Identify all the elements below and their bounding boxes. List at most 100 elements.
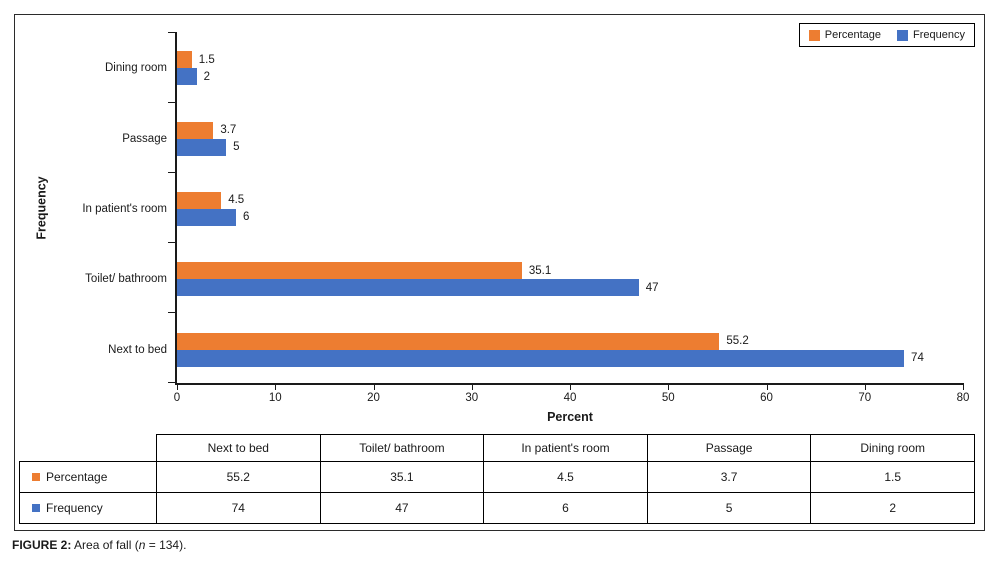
figure-caption: FIGURE 2: Area of fall (n = 134). bbox=[12, 538, 186, 552]
bar-value-label: 74 bbox=[911, 352, 924, 365]
y-axis-tick bbox=[168, 312, 177, 313]
data-table: Next to bed Toilet/ bathroom In patient's … bbox=[19, 434, 975, 524]
table-column-header: In patient's room bbox=[483, 434, 648, 462]
frequency-bar bbox=[177, 208, 236, 226]
x-axis-tick-label: 80 bbox=[956, 392, 970, 404]
x-axis-tick bbox=[766, 383, 768, 390]
legend-item-frequency: Frequency bbox=[897, 29, 965, 41]
table-cell: 55.2 bbox=[156, 461, 321, 493]
frequency-bar bbox=[177, 138, 227, 156]
x-axis-tick-label: 50 bbox=[661, 392, 675, 404]
legend-swatch-icon bbox=[897, 29, 909, 41]
caption-text-2: = 134). bbox=[145, 538, 187, 552]
bar-pair: 3.7 5 bbox=[177, 121, 963, 156]
bar-value-label: 47 bbox=[645, 281, 659, 294]
bar-row: 74 bbox=[177, 349, 963, 367]
table-cell: 35.1 bbox=[319, 461, 485, 493]
bar-value-label: 55.2 bbox=[726, 335, 749, 348]
x-axis-tick bbox=[668, 383, 670, 390]
category-band: Next to bed 55.2 74 bbox=[108, 315, 963, 385]
bar-row: 3.7 bbox=[177, 121, 963, 139]
bar-pair: 4.5 6 bbox=[177, 191, 963, 226]
bar-value-label: 4.5 bbox=[228, 194, 245, 207]
table-row-label-inner: Frequency bbox=[32, 501, 156, 515]
x-axis-tick bbox=[963, 383, 964, 390]
table-row-label-text: Percentage bbox=[46, 470, 108, 484]
table-header-row: Next to bed Toilet/ bathroom In patient's … bbox=[20, 434, 975, 462]
bar-row: 2 bbox=[177, 68, 963, 86]
table-row-label-text: Frequency bbox=[46, 501, 103, 515]
y-axis-tick bbox=[168, 32, 177, 33]
table-cell: 3.7 bbox=[646, 461, 812, 493]
legend-swatch-icon bbox=[808, 29, 820, 41]
frequency-bar bbox=[177, 349, 905, 367]
y-axis-tick bbox=[168, 172, 177, 173]
percentage-bar bbox=[177, 121, 214, 139]
table-cell: 1.5 bbox=[810, 461, 975, 493]
x-axis-tick-label: 0 bbox=[173, 392, 181, 404]
legend-label: Percentage bbox=[824, 29, 882, 41]
caption-n: n bbox=[138, 538, 146, 552]
category-label: Passage bbox=[122, 132, 167, 145]
legend-label: Frequency bbox=[913, 29, 965, 41]
chart-legend: Percentage Frequency bbox=[798, 23, 975, 47]
x-axis-tick-label: 70 bbox=[858, 392, 872, 404]
table-row-label: Frequency bbox=[19, 492, 157, 524]
legend-item-percentage: Percentage bbox=[808, 29, 882, 41]
figure-frame: Percentage Frequency Frequency Percent Di… bbox=[14, 14, 985, 531]
y-axis-tick bbox=[168, 102, 177, 103]
table-row: Frequency 74 47 6 5 2 bbox=[19, 492, 975, 524]
bar-value-label: 1.5 bbox=[198, 53, 215, 66]
table-column-header: Dining room bbox=[810, 434, 975, 462]
category-label: Dining room bbox=[105, 62, 167, 75]
bar-value-label: 3.7 bbox=[220, 124, 237, 137]
category-band: Dining room 1.5 2 bbox=[105, 33, 963, 103]
table-row: Percentage 55.2 35.1 4.5 3.7 1.5 bbox=[19, 461, 975, 493]
series-marker-icon bbox=[32, 504, 40, 512]
bar-value-label: 6 bbox=[242, 211, 250, 224]
bar-row: 55.2 bbox=[177, 332, 963, 350]
x-axis-tick bbox=[373, 383, 375, 390]
x-axis-tick-label: 20 bbox=[367, 392, 380, 404]
bar-value-label: 2 bbox=[203, 70, 211, 83]
category-label: Next to bed bbox=[108, 343, 167, 356]
caption-label: FIGURE 2: bbox=[12, 538, 72, 552]
frequency-bar bbox=[177, 68, 197, 86]
frequency-bar bbox=[177, 279, 639, 297]
bar-value-label: 35.1 bbox=[528, 264, 552, 277]
table-column-header: Toilet/ bathroom bbox=[319, 434, 485, 462]
category-label: Toilet/ bathroom bbox=[85, 273, 167, 286]
bar-pair: 1.5 2 bbox=[177, 51, 963, 86]
table-cell: 4.5 bbox=[483, 461, 648, 493]
x-axis-tick-label: 40 bbox=[563, 392, 577, 404]
x-axis-tick bbox=[864, 383, 866, 390]
table-cell: 6 bbox=[483, 492, 648, 524]
percentage-bar bbox=[177, 332, 720, 350]
category-band: Toilet/ bathroom 35.1 47 bbox=[85, 244, 963, 314]
x-axis-tick bbox=[275, 383, 277, 390]
bar-row: 47 bbox=[177, 279, 963, 297]
category-label: In patient's room bbox=[82, 202, 167, 215]
percentage-bar bbox=[177, 191, 222, 209]
table-cell: 2 bbox=[810, 492, 975, 524]
category-band: In patient's room 4.5 6 bbox=[82, 174, 963, 244]
x-axis-tick-label: 10 bbox=[268, 392, 282, 404]
bar-row: 35.1 bbox=[177, 262, 963, 280]
table-blank-cell bbox=[20, 435, 157, 462]
x-axis-tick bbox=[177, 383, 178, 390]
table-row-label-inner: Percentage bbox=[32, 470, 156, 484]
x-axis-title: Percent bbox=[547, 410, 593, 424]
caption-text-1: Area of fall ( bbox=[71, 538, 139, 552]
series-marker-icon bbox=[32, 473, 40, 481]
bar-value-label: 5 bbox=[233, 141, 240, 154]
table-cell: 74 bbox=[156, 492, 321, 524]
bar-row: 6 bbox=[177, 208, 963, 226]
plot-area: Frequency Percent Dining room 1.5 2 Passage… bbox=[35, 32, 969, 424]
x-axis-tick bbox=[570, 383, 571, 390]
bar-row: 4.5 bbox=[177, 191, 963, 209]
bar-pair: 55.2 74 bbox=[177, 332, 963, 367]
category-band: Passage 3.7 5 bbox=[122, 103, 963, 173]
bar-row: 5 bbox=[177, 138, 963, 156]
bar-row: 1.5 bbox=[177, 51, 963, 69]
